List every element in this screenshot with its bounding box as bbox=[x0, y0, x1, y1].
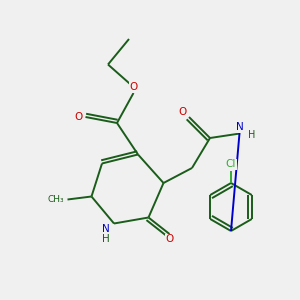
Text: O: O bbox=[75, 112, 83, 122]
Text: O: O bbox=[178, 106, 187, 117]
Text: O: O bbox=[129, 82, 138, 92]
Text: N: N bbox=[236, 122, 244, 133]
Text: H: H bbox=[102, 233, 110, 244]
Text: H: H bbox=[248, 130, 255, 140]
Text: N: N bbox=[102, 224, 110, 234]
Text: O: O bbox=[165, 234, 174, 244]
Text: Cl: Cl bbox=[226, 159, 236, 170]
Text: CH₃: CH₃ bbox=[47, 195, 64, 204]
